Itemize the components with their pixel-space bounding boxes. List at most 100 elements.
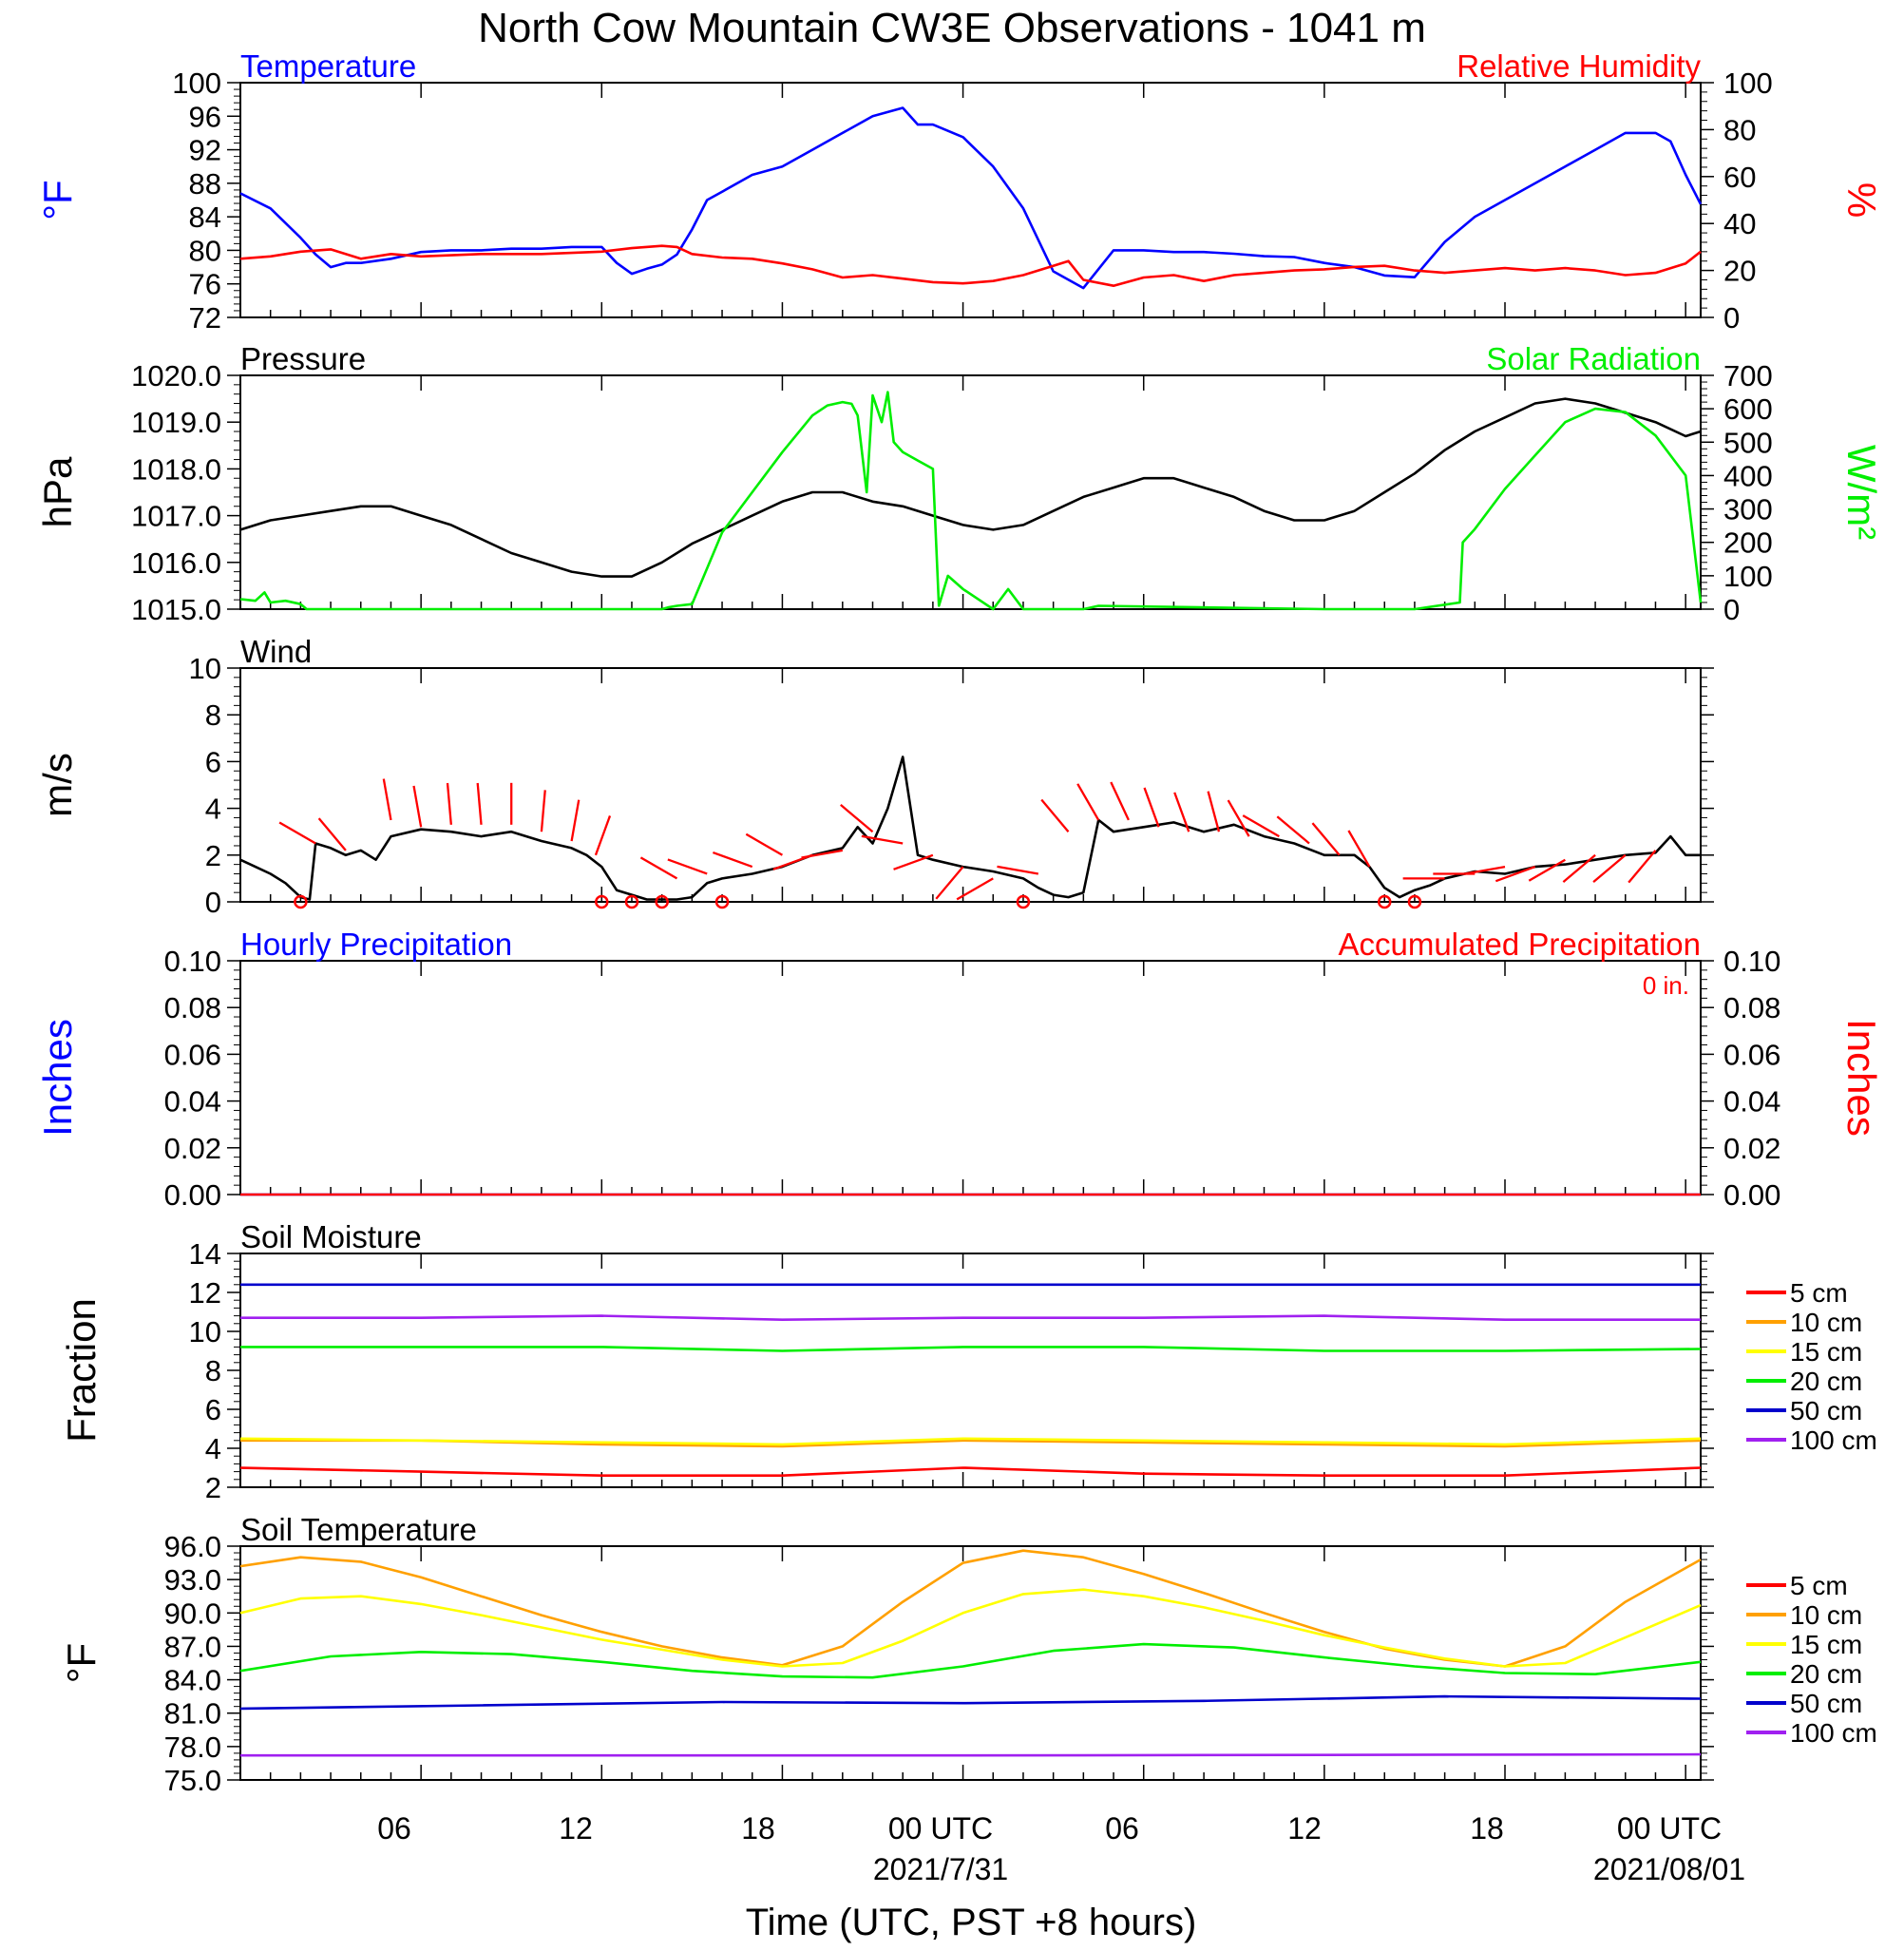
wind-barb xyxy=(1143,787,1160,828)
y-tick-label: 0.02 xyxy=(164,1132,221,1165)
y-tick-label: 1016.0 xyxy=(131,546,221,580)
y-tick-label: 93.0 xyxy=(164,1563,221,1597)
wind-barb xyxy=(476,782,483,825)
wind-barb xyxy=(639,856,678,880)
panel-3: 0.10 0.08 0.06 0.04 0.02 0.00 0.10 0.08 0.06 0.04… xyxy=(35,927,1884,1212)
wind-barb xyxy=(278,821,316,845)
y-tick-label-right: 0 xyxy=(1723,593,1740,626)
wind-barb xyxy=(317,817,347,851)
y-tick-label-right: 300 xyxy=(1723,493,1773,526)
wind-barb xyxy=(1628,850,1657,884)
wind-barb xyxy=(667,858,708,875)
wind-barb xyxy=(1463,865,1506,875)
wind-barb xyxy=(713,851,753,869)
legend-label: 100 cm xyxy=(1790,1425,1877,1455)
y-tick-label-right: 600 xyxy=(1723,392,1773,426)
y-tick-label: 90.0 xyxy=(164,1597,221,1630)
y-tick-label: 12 xyxy=(189,1276,221,1310)
y-axis-title-right: W/m² xyxy=(1839,445,1884,540)
wind-barb xyxy=(1207,791,1221,832)
y-tick-label: 4 xyxy=(205,793,221,826)
panel-title-left: Hourly Precipitation xyxy=(240,927,512,962)
plot-frame xyxy=(239,374,1702,610)
legend-label: 15 cm xyxy=(1790,1630,1862,1659)
y-tick-label: 100 xyxy=(172,67,221,100)
wind-barb xyxy=(446,782,452,825)
series-line-wind xyxy=(239,756,1701,901)
wind-barb xyxy=(956,877,994,901)
y-tick-label: 92 xyxy=(189,134,221,167)
y-tick-label-right: 20 xyxy=(1723,255,1756,288)
y-tick-label-right: 400 xyxy=(1723,459,1773,492)
wind-barb xyxy=(1347,830,1371,868)
x-tick-label: 18 xyxy=(1470,1811,1504,1846)
y-tick-label: 0.08 xyxy=(164,991,221,1024)
series-line-100-cm xyxy=(240,1752,1702,1757)
legend-label: 10 cm xyxy=(1790,1308,1862,1337)
x-tick-label: 12 xyxy=(559,1811,593,1846)
wind-barb xyxy=(840,804,874,833)
y-tick-label: 96 xyxy=(189,100,221,133)
legend-label: 20 cm xyxy=(1790,1367,1862,1396)
plot-frame xyxy=(239,1253,1702,1488)
x-date-label: 2021/7/31 xyxy=(873,1852,1008,1886)
series-line-solar-radiation xyxy=(239,391,1703,611)
panel-title-left: Pressure xyxy=(240,341,366,376)
y-tick-label-right: 700 xyxy=(1723,359,1773,392)
series-line-50-cm xyxy=(239,1694,1702,1711)
wind-barb xyxy=(1227,799,1250,837)
legend-label: 15 cm xyxy=(1790,1337,1862,1367)
y-tick-label-right: 0.06 xyxy=(1723,1038,1780,1071)
x-tick-label: 18 xyxy=(741,1811,775,1846)
panel-1: 1020.0 1019.0 1018.0 1017.0 1016.0 1015.0 7006… xyxy=(35,341,1884,626)
y-tick-label: 10 xyxy=(189,1315,221,1348)
y-tick-label: 76 xyxy=(189,268,221,301)
x-date-label: 2021/08/01 xyxy=(1593,1852,1745,1886)
plot-frame xyxy=(239,960,1702,1195)
x-tick-label: 12 xyxy=(1287,1811,1322,1846)
calm-wind-circle xyxy=(1016,894,1031,909)
legend-label: 10 cm xyxy=(1790,1600,1862,1630)
y-tick-label-right: 0.08 xyxy=(1723,991,1780,1024)
wind-barb xyxy=(745,832,784,856)
wind-barb xyxy=(1173,792,1190,832)
wind-barb xyxy=(382,778,392,821)
y-tick-label: 0.06 xyxy=(164,1038,221,1071)
y-axis-title: °F xyxy=(35,180,80,220)
y-tick-label: 0.10 xyxy=(164,945,221,978)
y-tick-label: 14 xyxy=(189,1237,221,1271)
panel-title-left: Soil Moisture xyxy=(240,1219,422,1254)
y-tick-label: 75.0 xyxy=(164,1764,221,1797)
panel-title-right: Relative Humidity xyxy=(1457,48,1701,84)
wind-barb xyxy=(594,815,612,856)
wind-barb xyxy=(935,866,964,900)
y-tick-label-right: 0.10 xyxy=(1723,945,1780,978)
calm-wind-circle xyxy=(294,894,308,909)
series-line-20-cm xyxy=(239,1642,1702,1679)
wind-barb xyxy=(1495,866,1536,883)
y-axis-title: °F xyxy=(59,1643,104,1683)
panel-title-left: Wind xyxy=(240,634,312,669)
legend-label: 100 cm xyxy=(1790,1718,1877,1748)
legend-label: 5 cm xyxy=(1790,1571,1848,1600)
y-tick-label: 96.0 xyxy=(164,1530,221,1563)
panel-title-left: Soil Temperature xyxy=(240,1512,477,1547)
series-line-100-cm xyxy=(240,1314,1701,1321)
x-axis-labels: 06 12 18 00 UTC 06 12 18 00 UTC 2021/7/3… xyxy=(377,1811,1745,1943)
x-tick-label: 00 UTC xyxy=(888,1811,993,1846)
y-tick-label: 0.00 xyxy=(164,1178,221,1212)
accumulation-annotation: 0 in. xyxy=(1643,971,1689,1000)
series-line-relative-humidity xyxy=(239,244,1702,288)
y-tick-label: 1015.0 xyxy=(131,593,221,626)
series-line-10-cm xyxy=(239,1549,1702,1668)
calm-wind-circle xyxy=(714,894,730,909)
y-tick-label-right: 80 xyxy=(1723,113,1756,146)
calm-wind-circle xyxy=(595,894,609,909)
y-tick-label: 88 xyxy=(189,167,221,201)
y-tick-label: 10 xyxy=(189,652,221,685)
y-axis-title: hPa xyxy=(35,456,80,527)
y-tick-label: 0.04 xyxy=(164,1085,221,1119)
series-line-20-cm xyxy=(240,1346,1702,1352)
y-tick-label: 84 xyxy=(189,201,221,234)
